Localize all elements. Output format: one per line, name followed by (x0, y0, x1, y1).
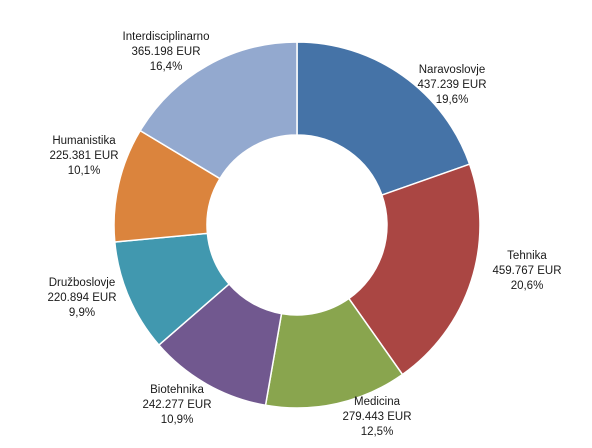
value-label: 225.381 EUR (49, 150, 118, 162)
percent-label: 20,6% (511, 280, 544, 292)
donut-slices (113, 41, 481, 409)
value-label: 459.767 EUR (492, 265, 561, 277)
data-labels: Naravoslovje 437.239 EUR 19,6% Tehnika 459.7… (47, 31, 561, 438)
slice-tehnika (347, 163, 481, 376)
category-label: Naravoslovje (419, 64, 485, 76)
label-medicina: Medicina 279.443 EUR 12,5% (342, 396, 411, 438)
label-humanistika: Humanistika 225.381 EUR 10,1% (49, 135, 118, 177)
category-label: Biotehnika (150, 384, 204, 396)
value-label: 242.277 EUR (142, 399, 211, 411)
slice-naravoslovje (296, 41, 471, 197)
category-label: Tehnika (507, 250, 547, 262)
value-label: 365.198 EUR (131, 46, 200, 58)
value-label: 279.443 EUR (342, 411, 411, 423)
percent-label: 16,4% (150, 61, 183, 73)
slice-interdisciplinarno (139, 41, 298, 180)
percent-label: 10,1% (68, 165, 101, 177)
label-interdisciplinarno: Interdisciplinarno 365.198 EUR 16,4% (123, 31, 210, 73)
label-naravoslovje: Naravoslovje 437.239 EUR 19,6% (417, 64, 486, 106)
label-družboslovje: Družboslovje 220.894 EUR 9,9% (47, 277, 116, 319)
category-label: Humanistika (52, 135, 116, 147)
label-tehnika: Tehnika 459.767 EUR 20,6% (492, 250, 561, 292)
value-label: 437.239 EUR (417, 79, 486, 91)
category-label: Medicina (354, 396, 401, 408)
category-label: Interdisciplinarno (123, 31, 210, 43)
label-biotehnika: Biotehnika 242.277 EUR 10,9% (142, 384, 211, 426)
percent-label: 10,9% (161, 414, 194, 426)
value-label: 220.894 EUR (47, 292, 116, 304)
percent-label: 19,6% (436, 94, 469, 106)
category-label: Družboslovje (49, 277, 115, 289)
percent-label: 12,5% (361, 426, 394, 438)
percent-label: 9,9% (69, 307, 95, 319)
